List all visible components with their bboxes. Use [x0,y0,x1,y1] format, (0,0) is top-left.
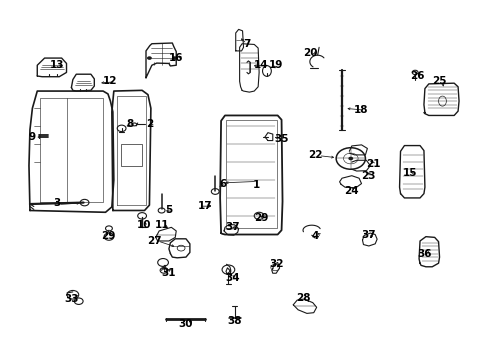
Text: 21: 21 [366,159,380,169]
Text: 6: 6 [219,179,226,189]
Text: 38: 38 [227,316,242,325]
Text: 26: 26 [409,71,424,81]
Text: 22: 22 [307,150,322,160]
Text: 25: 25 [431,76,446,86]
Text: 8: 8 [126,120,133,129]
Text: 35: 35 [273,134,288,144]
Text: 20: 20 [303,48,317,58]
Text: 31: 31 [162,267,176,278]
Text: 32: 32 [268,259,283,269]
Text: 18: 18 [353,105,368,115]
Text: 37: 37 [224,222,239,231]
Text: 30: 30 [179,319,193,329]
Text: 3: 3 [53,198,61,208]
Text: 24: 24 [344,186,358,196]
Text: 2: 2 [145,120,153,129]
Text: 29: 29 [101,231,115,240]
Circle shape [147,56,152,60]
Text: 19: 19 [268,60,283,70]
Text: 15: 15 [402,168,417,178]
Text: 13: 13 [49,60,64,70]
Text: 37: 37 [361,230,375,239]
Text: 29: 29 [254,213,268,222]
Text: 16: 16 [169,53,183,63]
Text: 10: 10 [137,220,151,230]
Circle shape [347,157,352,160]
Circle shape [172,56,177,60]
Text: 9: 9 [29,132,36,142]
Text: 17: 17 [198,201,212,211]
Text: 36: 36 [417,248,431,258]
Text: 14: 14 [254,60,268,70]
Text: 33: 33 [64,294,79,304]
Text: 23: 23 [361,171,375,181]
Text: 28: 28 [295,293,309,303]
Text: 12: 12 [103,76,118,86]
Text: 1: 1 [253,180,260,190]
Text: 7: 7 [243,39,250,49]
Text: 27: 27 [147,236,161,246]
Text: 5: 5 [165,206,172,216]
Text: 4: 4 [311,231,318,240]
Text: 11: 11 [154,220,168,230]
Bar [121,144,142,166]
Text: 34: 34 [224,273,239,283]
